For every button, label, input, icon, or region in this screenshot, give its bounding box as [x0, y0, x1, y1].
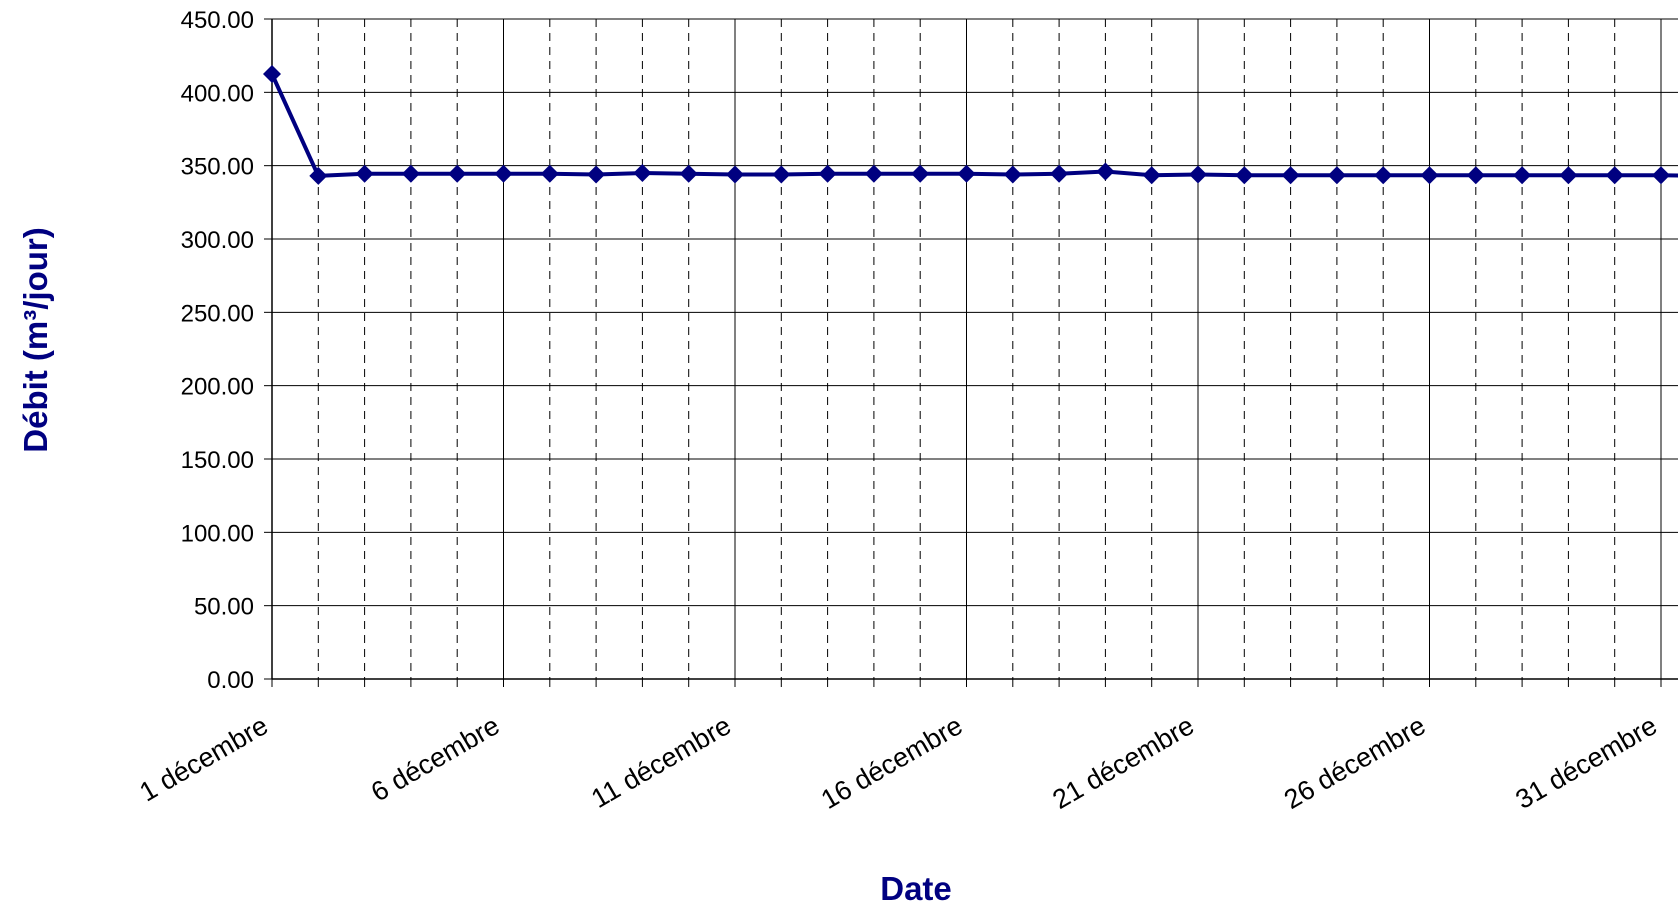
data-point [1420, 166, 1439, 185]
data-point [818, 164, 837, 183]
data-point [1096, 162, 1115, 181]
x-tick-label: 16 décembre [816, 710, 967, 815]
y-tick-labels: 0.00 50.00 100.00 150.00 200.00 250.00 300.00 3… [181, 7, 254, 694]
data-point [401, 164, 420, 183]
y-tick-label: 0.00 [207, 667, 254, 694]
y-tick-label: 100.00 [181, 520, 254, 547]
data-point [1327, 166, 1346, 185]
data-point [772, 165, 791, 184]
data-point [864, 164, 883, 183]
data-point [1189, 165, 1207, 184]
data-point [263, 65, 281, 83]
data-point [494, 164, 513, 183]
data-point [587, 165, 606, 184]
data-point [355, 164, 374, 183]
series-layer [263, 65, 1678, 185]
x-axis-title: Date [880, 870, 952, 907]
y-tick-label: 50.00 [194, 594, 254, 621]
y-tick-label: 200.00 [181, 374, 254, 401]
data-point [1652, 166, 1670, 185]
data-point [1559, 166, 1578, 185]
data-point [1466, 166, 1485, 185]
grid-lines [272, 18, 1678, 680]
y-tick-label: 150.00 [181, 447, 254, 474]
data-point [1605, 166, 1624, 185]
y-tick-label: 300.00 [181, 227, 254, 254]
data-point [1374, 166, 1393, 185]
data-point [726, 165, 744, 184]
y-tick-label: 350.00 [181, 154, 254, 181]
data-point [309, 166, 328, 185]
x-tick-label: 1 décembre [135, 710, 273, 807]
axes [264, 18, 1678, 687]
data-point [633, 164, 652, 182]
x-tick-label: 21 décembre [1048, 710, 1199, 815]
y-tick-label: 400.00 [181, 80, 254, 107]
x-tick-label: 11 décembre [586, 710, 736, 814]
x-tick-label: 31 décembre [1511, 710, 1662, 815]
series-line [270, 73, 1678, 178]
data-point [1142, 166, 1161, 185]
data-point [1050, 164, 1069, 183]
y-tick-label: 250.00 [181, 300, 254, 327]
data-point [448, 164, 467, 183]
x-tick-labels: 1 décembre 6 décembre 11 décembre 16 décemb… [135, 710, 1662, 815]
data-point [957, 164, 976, 183]
x-tick-label: 26 décembre [1279, 710, 1430, 815]
y-axis-title: Débit (m³/jour) [17, 227, 54, 452]
data-point [1235, 166, 1254, 185]
y-tick-label: 450.00 [181, 7, 254, 34]
data-point [1281, 166, 1300, 185]
data-point [540, 164, 559, 183]
data-point [911, 164, 930, 183]
x-tick-label: 6 décembre [366, 710, 504, 807]
data-point [1003, 165, 1022, 184]
data-point [679, 164, 698, 183]
data-point [1513, 166, 1532, 185]
